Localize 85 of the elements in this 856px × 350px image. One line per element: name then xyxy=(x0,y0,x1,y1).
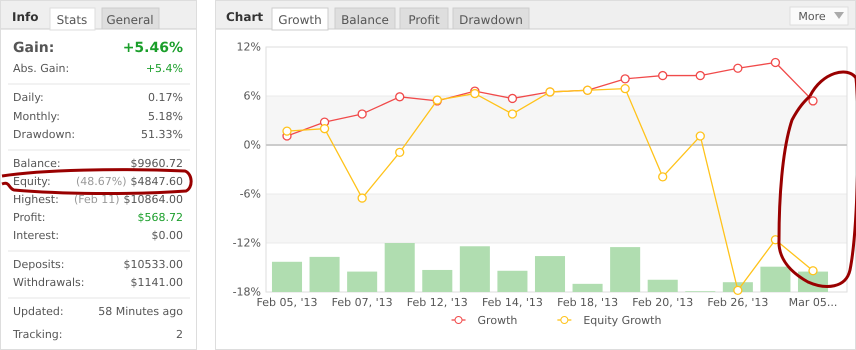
text: Tracking: xyxy=(12,328,62,341)
point xyxy=(357,109,367,119)
text: $0.00 xyxy=(152,229,183,242)
point xyxy=(658,70,668,80)
y-tick-label: 0% xyxy=(244,138,261,152)
text: Abs. Gain: xyxy=(13,62,70,75)
y-tick-label: 6% xyxy=(244,90,261,103)
bar xyxy=(460,246,490,292)
text: Highest: xyxy=(13,193,59,206)
chart-title: Chart xyxy=(226,10,264,24)
bar xyxy=(384,243,415,292)
bar xyxy=(572,284,603,292)
text: 51.33% xyxy=(141,128,183,141)
point xyxy=(508,94,518,104)
x-tick-label: Feb 26, '13 xyxy=(707,296,768,309)
text: 2 xyxy=(176,328,183,341)
text: (Feb 11) xyxy=(74,193,120,206)
bar xyxy=(648,280,678,292)
x-tick-label: Mar 05... xyxy=(788,296,838,309)
x-tick-label: Feb 12, '13 xyxy=(406,296,468,309)
text: $1141.00 xyxy=(130,276,183,289)
text: Gain: xyxy=(13,40,54,56)
text: Balance: xyxy=(13,157,61,170)
text: Daily: xyxy=(13,91,44,104)
y-tick-label: -6% xyxy=(240,188,261,201)
point xyxy=(620,74,630,84)
point xyxy=(808,266,818,276)
text: $10533.00 xyxy=(124,258,183,271)
point xyxy=(282,126,292,136)
bar xyxy=(272,262,302,292)
text: $4847.60 xyxy=(130,175,183,188)
x-tick-label: Feb 14, '13 xyxy=(482,296,543,309)
text: 0.17% xyxy=(148,91,183,104)
point xyxy=(620,84,630,94)
text: Monthly: xyxy=(13,110,60,123)
legend-label: Growth xyxy=(478,314,518,327)
text: Balance xyxy=(341,13,389,27)
point xyxy=(696,70,705,80)
text: 5.18% xyxy=(148,110,183,123)
legend-label: Equity Growth xyxy=(583,314,662,327)
text: Profit xyxy=(408,13,440,27)
text: Stats xyxy=(56,13,88,27)
bar xyxy=(497,270,528,292)
text: +5.46% xyxy=(122,40,183,56)
text: Deposits: xyxy=(13,258,64,271)
y-tick-label: -12% xyxy=(232,236,261,250)
bar xyxy=(422,270,452,292)
text: $10864.00 xyxy=(124,193,183,206)
text: Growth xyxy=(278,13,322,27)
bar xyxy=(534,256,566,292)
text: $568.72 xyxy=(138,211,183,224)
text: Drawdown xyxy=(459,13,523,27)
point xyxy=(696,131,705,141)
text: General xyxy=(106,13,154,27)
point xyxy=(357,193,367,203)
point xyxy=(395,148,404,157)
y-tick-label: 12% xyxy=(236,40,261,54)
point xyxy=(508,109,518,119)
x-tick-label: Feb 20, '13 xyxy=(632,296,694,309)
point xyxy=(470,88,480,98)
point xyxy=(733,64,743,73)
text: Equity: xyxy=(13,175,51,188)
point xyxy=(320,124,330,134)
bar xyxy=(760,266,790,292)
text: Withdrawals: xyxy=(13,276,84,289)
text: $9960.72 xyxy=(130,157,183,170)
text: (48.67%) xyxy=(76,175,126,188)
point xyxy=(770,58,780,68)
point xyxy=(395,92,404,102)
bar xyxy=(610,247,640,292)
text: Info xyxy=(12,10,38,24)
bar xyxy=(310,256,340,292)
point xyxy=(808,96,818,106)
x-tick-label: Feb 07, '13 xyxy=(332,296,393,309)
x-tick-label: Feb 18, '13 xyxy=(557,296,618,309)
text: 58 Minutes ago xyxy=(98,305,184,318)
text: +5.4% xyxy=(146,62,183,75)
text: More xyxy=(798,10,826,23)
bar xyxy=(347,272,378,292)
text: Profit: xyxy=(13,211,46,224)
point xyxy=(733,286,743,296)
text: Updated: xyxy=(13,305,64,318)
text: Interest: xyxy=(13,229,60,242)
text: Drawdown: xyxy=(13,128,76,141)
point xyxy=(658,172,668,182)
